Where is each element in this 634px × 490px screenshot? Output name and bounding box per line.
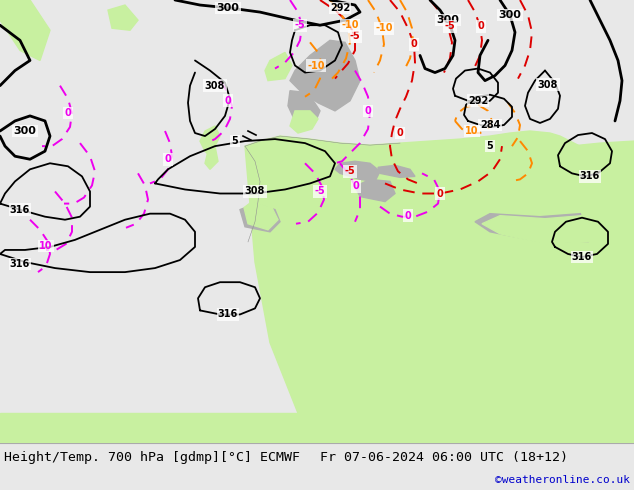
Text: 284: 284 xyxy=(480,120,500,130)
Text: -5: -5 xyxy=(349,31,360,41)
Polygon shape xyxy=(475,210,634,242)
Text: 0: 0 xyxy=(477,21,484,31)
Text: Height/Temp. 700 hPa [gdmp][°C] ECMWF: Height/Temp. 700 hPa [gdmp][°C] ECMWF xyxy=(4,451,300,464)
Polygon shape xyxy=(108,5,138,30)
Polygon shape xyxy=(335,161,380,181)
Polygon shape xyxy=(244,201,278,230)
Polygon shape xyxy=(290,111,318,133)
Text: ©weatheronline.co.uk: ©weatheronline.co.uk xyxy=(495,475,630,485)
Polygon shape xyxy=(482,212,634,244)
Text: 10: 10 xyxy=(39,241,53,251)
Text: 0: 0 xyxy=(165,154,171,164)
Text: 0: 0 xyxy=(365,106,372,116)
Polygon shape xyxy=(245,131,634,443)
Text: 5: 5 xyxy=(487,141,493,151)
Text: 292: 292 xyxy=(468,96,488,106)
Polygon shape xyxy=(288,91,320,123)
Text: 316: 316 xyxy=(572,252,592,262)
Polygon shape xyxy=(580,201,634,282)
Text: 316: 316 xyxy=(218,310,238,319)
Polygon shape xyxy=(378,165,415,177)
Text: 10: 10 xyxy=(465,126,479,136)
Text: -5: -5 xyxy=(444,21,455,31)
Polygon shape xyxy=(240,203,280,232)
Polygon shape xyxy=(200,126,220,156)
Text: Fr 07-06-2024 06:00 UTC (18+12): Fr 07-06-2024 06:00 UTC (18+12) xyxy=(320,451,568,464)
Polygon shape xyxy=(0,0,50,60)
Text: 0: 0 xyxy=(397,128,403,138)
Text: 316: 316 xyxy=(10,259,30,269)
Polygon shape xyxy=(290,363,634,443)
Text: 0: 0 xyxy=(224,96,231,106)
Text: -10: -10 xyxy=(375,23,392,33)
Text: 300: 300 xyxy=(13,126,36,136)
Text: 308: 308 xyxy=(538,80,558,90)
Text: 0: 0 xyxy=(437,189,443,198)
Text: 5: 5 xyxy=(231,136,238,146)
Polygon shape xyxy=(420,141,634,277)
Text: 0: 0 xyxy=(353,181,359,192)
Text: 0: 0 xyxy=(404,211,411,220)
Text: 308: 308 xyxy=(245,187,265,196)
Text: 300: 300 xyxy=(217,3,240,13)
Text: 0: 0 xyxy=(65,108,72,118)
Polygon shape xyxy=(355,179,395,201)
Text: 316: 316 xyxy=(10,205,30,215)
Text: 300: 300 xyxy=(437,15,460,25)
Text: 308: 308 xyxy=(205,81,225,91)
Text: -5: -5 xyxy=(314,187,325,196)
Polygon shape xyxy=(475,210,634,242)
Text: -5: -5 xyxy=(345,166,356,176)
Polygon shape xyxy=(0,413,634,443)
Text: 292: 292 xyxy=(330,3,350,13)
Polygon shape xyxy=(290,40,360,111)
Text: 0: 0 xyxy=(411,39,417,49)
Text: -5: -5 xyxy=(295,20,306,30)
Polygon shape xyxy=(265,52,292,81)
Text: 316: 316 xyxy=(580,172,600,181)
Text: -10: -10 xyxy=(307,60,325,71)
Text: 300: 300 xyxy=(498,10,521,20)
Text: -10: -10 xyxy=(341,20,359,30)
Polygon shape xyxy=(205,146,218,170)
